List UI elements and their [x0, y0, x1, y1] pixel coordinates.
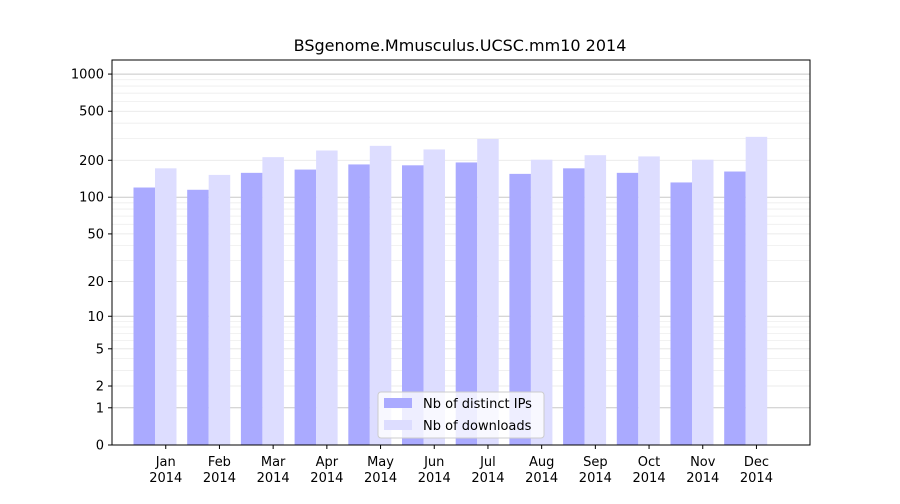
legend: Nb of distinct IPs Nb of downloads: [377, 391, 545, 439]
bar-distinct-ips: [670, 182, 692, 446]
legend-swatch-distinct-ips: [384, 398, 412, 408]
x-tick-label-year: 2014: [418, 471, 451, 486]
x-tick-label-month: Jan: [155, 455, 176, 470]
x-tick-label-year: 2014: [633, 471, 666, 486]
bar-downloads: [369, 145, 392, 445]
x-tick-label-month: Sep: [583, 455, 608, 470]
y-tick-label: 100: [79, 191, 104, 206]
bar-distinct-ips: [616, 172, 639, 445]
bar-distinct-ips: [563, 168, 585, 445]
y-tick-label: 50: [87, 227, 104, 242]
y-tick-label: 20: [87, 275, 104, 290]
x-tick-label-year: 2014: [203, 471, 236, 486]
bar-downloads: [316, 150, 338, 445]
chart-title: BSgenome.Mmusculus.UCSC.mm10 2014: [294, 36, 627, 55]
bar-downloads: [477, 138, 499, 446]
bar-distinct-ips: [724, 171, 746, 445]
x-tick-label-month: Aug: [529, 455, 554, 470]
plot-frame: [111, 59, 811, 446]
y-tick-label: 10: [87, 310, 104, 325]
y-tick-label: 5: [96, 342, 104, 357]
bar-distinct-ips: [133, 187, 155, 446]
y-tick-label: 1000: [71, 68, 104, 83]
x-tick-label-year: 2014: [149, 471, 182, 486]
bar-downloads: [530, 159, 553, 445]
bar-distinct-ips: [402, 165, 424, 445]
x-tick-label-month: Jun: [423, 455, 444, 470]
bars: [133, 136, 768, 446]
x-tick-label-year: 2014: [471, 471, 504, 486]
x-tick-label-month: Oct: [638, 455, 660, 470]
bar-downloads: [584, 155, 607, 446]
x-tick-label-month: Jul: [479, 455, 496, 470]
x-tick-label-year: 2014: [740, 471, 773, 486]
x-tick-label-month: Apr: [316, 455, 339, 470]
x-tick-label-month: May: [367, 455, 394, 470]
bar-distinct-ips: [455, 162, 478, 445]
bar-distinct-ips: [294, 169, 317, 445]
legend-label-distinct-ips: Nb of distinct IPs: [423, 397, 532, 412]
x-tick-label-year: 2014: [257, 471, 290, 486]
bar-distinct-ips: [240, 172, 263, 445]
y-tick-label: 1: [96, 401, 104, 416]
legend-box: [377, 391, 545, 439]
x-tick-label-month: Dec: [744, 455, 769, 470]
x-tick-label-year: 2014: [364, 471, 397, 486]
y-tick-label: 200: [79, 154, 104, 169]
x-tick-label-month: Nov: [690, 455, 716, 470]
legend-swatch-downloads: [384, 420, 412, 430]
y-tick-label: 0: [96, 439, 104, 454]
x-tick-label-month: Mar: [261, 455, 286, 470]
x-tick-label-month: Feb: [208, 455, 231, 470]
bar-downloads: [692, 159, 714, 445]
x-tick-label-year: 2014: [525, 471, 558, 486]
legend-label-downloads: Nb of downloads: [423, 419, 532, 434]
bar-distinct-ips: [348, 164, 370, 446]
bar-downloads: [155, 168, 177, 445]
y-tick-label: 500: [79, 105, 104, 120]
x-tick-label-year: 2014: [686, 471, 719, 486]
y-tick-label: 2: [96, 380, 104, 395]
x-axis: Jan2014Feb2014Mar2014Apr2014May2014Jun20…: [149, 445, 773, 486]
x-tick-label-year: 2014: [310, 471, 343, 486]
bar-downloads: [745, 136, 768, 445]
bar-downloads: [638, 156, 660, 446]
bar-distinct-ips: [187, 189, 209, 445]
bar-downloads: [262, 157, 284, 446]
y-axis: 0 1 2 5 10 20 50 100 200 500 1000: [71, 68, 112, 454]
bar-distinct-ips: [509, 173, 531, 445]
bar-downloads: [423, 149, 445, 445]
x-tick-label-year: 2014: [579, 471, 612, 486]
bar-downloads: [208, 174, 231, 445]
